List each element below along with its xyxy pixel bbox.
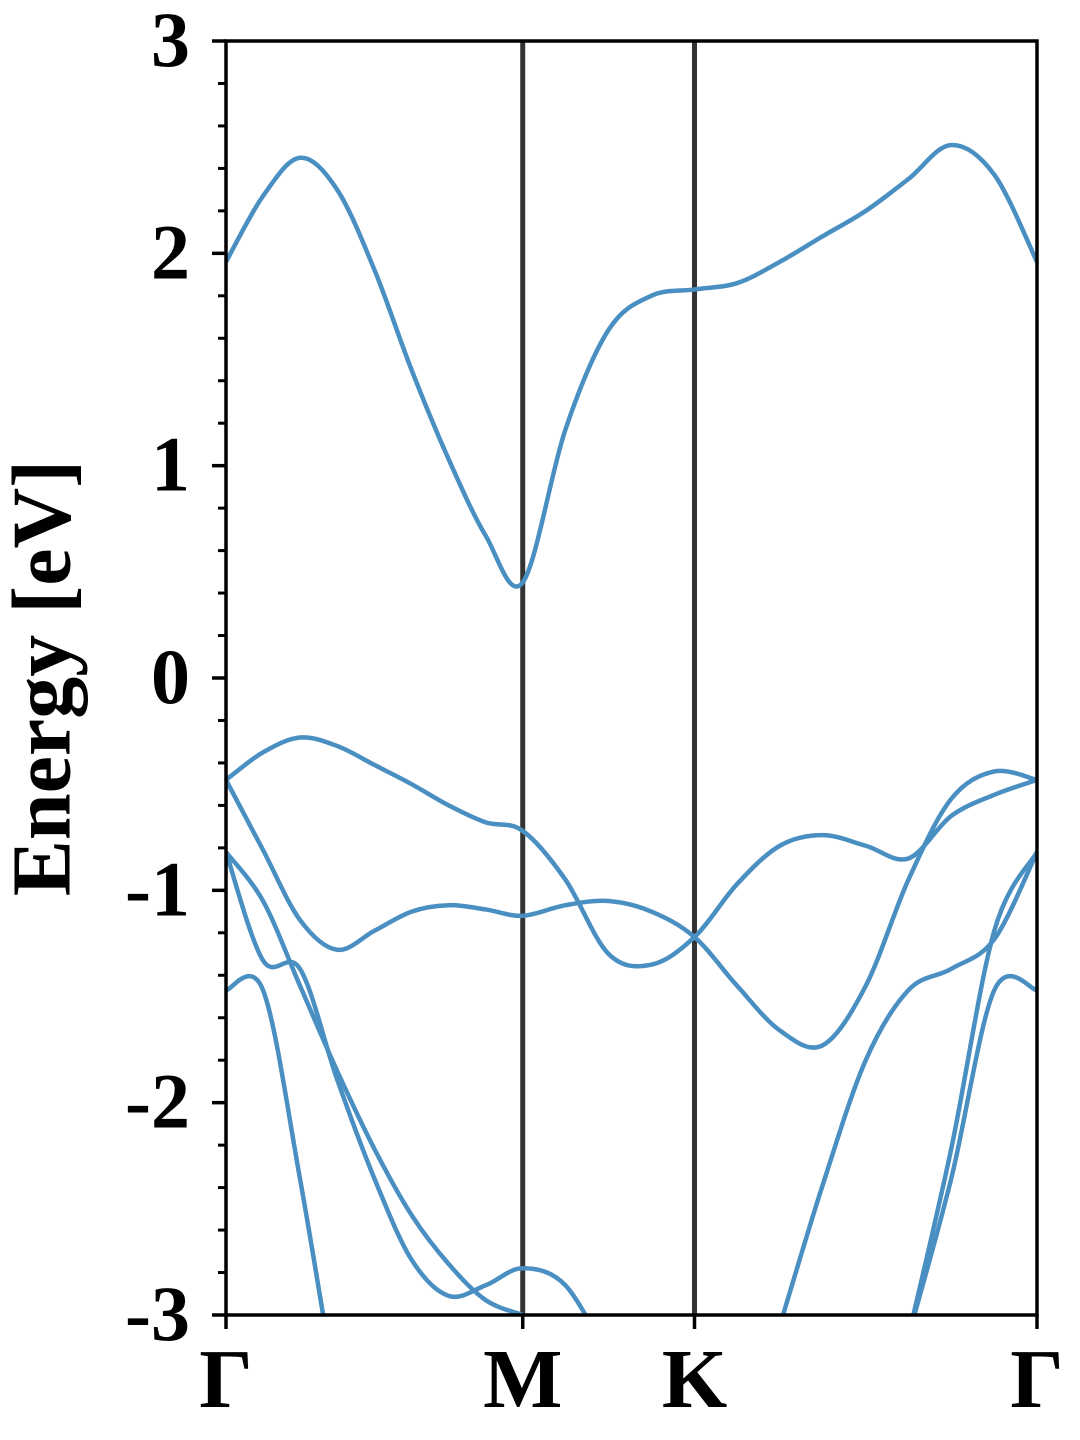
y-tick-label: -3	[125, 1270, 190, 1357]
y-tick-label: 1	[151, 421, 190, 508]
band-line	[226, 735, 1037, 969]
y-tick-label: -2	[125, 1058, 190, 1145]
y-tick-label: 2	[151, 208, 190, 295]
band-line	[226, 768, 1037, 1050]
plot-frame	[224, 39, 1039, 1317]
band-line	[226, 973, 1037, 1315]
y-tick-label: -1	[125, 845, 190, 932]
band-line	[226, 851, 1037, 1315]
x-tick-label: K	[662, 1333, 727, 1426]
band-line	[226, 142, 1037, 589]
x-tick-label: Γ	[1010, 1333, 1063, 1426]
band-line	[226, 850, 1037, 1315]
y-axis-label: Energy [eV]	[0, 460, 88, 896]
bands	[226, 142, 1037, 1315]
y-tick-label: 0	[151, 633, 190, 720]
y-tick-label: 3	[151, 0, 190, 83]
x-tick-label: M	[483, 1333, 562, 1426]
x-tick-label: Γ	[199, 1333, 252, 1426]
